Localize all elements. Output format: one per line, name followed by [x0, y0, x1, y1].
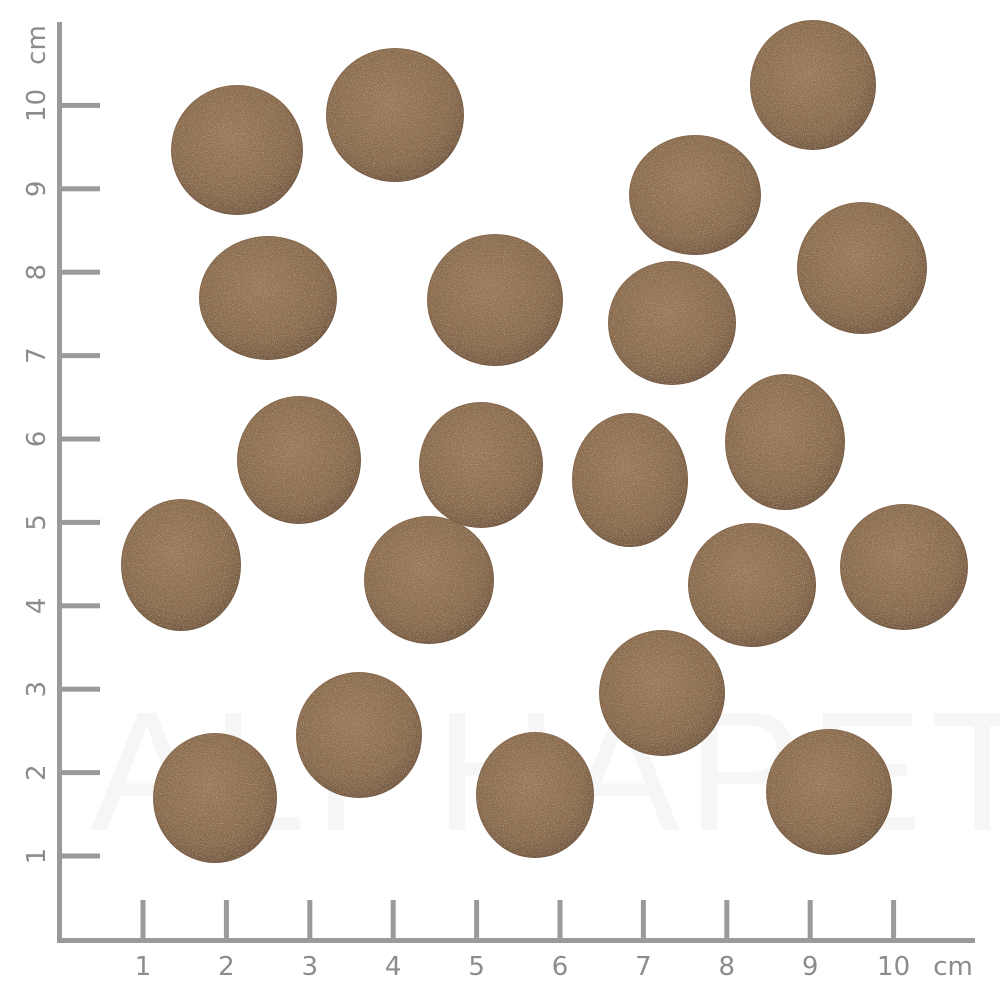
kibble-piece: [419, 402, 543, 528]
x-tick: [891, 900, 897, 940]
y-tick: [60, 186, 100, 192]
horizontal-ruler-line: [57, 938, 975, 943]
x-tick-label: 3: [302, 952, 319, 982]
y-tick: [60, 519, 100, 525]
x-tick: [390, 900, 396, 940]
kibble-piece: [750, 20, 876, 150]
y-tick: [60, 603, 100, 609]
y-tick: [60, 269, 100, 275]
y-tick-label: 2: [22, 764, 52, 781]
x-tick-label: 2: [218, 952, 235, 982]
y-tick-label: 10: [22, 89, 52, 122]
y-tick: [60, 436, 100, 442]
x-tick: [640, 900, 646, 940]
x-unit-label: cm: [933, 952, 973, 982]
y-tick: [60, 853, 100, 859]
kibble-piece: [629, 135, 761, 255]
kibble-piece: [296, 672, 422, 798]
kibble-piece: [427, 234, 563, 366]
x-tick-label: 5: [468, 952, 485, 982]
x-tick-label: 9: [802, 952, 819, 982]
kibble-piece: [688, 523, 816, 647]
y-tick: [60, 353, 100, 359]
y-unit-label: cm: [22, 25, 52, 65]
y-tick-label: 5: [22, 514, 52, 531]
y-tick-label: 6: [22, 431, 52, 448]
y-tick-label: 3: [22, 681, 52, 698]
kibble-piece: [237, 396, 361, 524]
kibble-piece: [121, 499, 241, 631]
kibble-piece: [199, 236, 337, 360]
y-tick: [60, 686, 100, 692]
y-tick-label: 9: [22, 181, 52, 198]
x-tick: [140, 900, 146, 940]
x-tick: [307, 900, 313, 940]
kibble-piece: [608, 261, 736, 385]
kibble-piece: [153, 733, 277, 863]
kibble-piece: [599, 630, 725, 756]
y-tick: [60, 770, 100, 776]
kibble-piece: [797, 202, 927, 334]
kibble-piece: [766, 729, 892, 855]
kibble-piece: [476, 732, 594, 858]
x-tick-label: 7: [635, 952, 652, 982]
x-tick: [557, 900, 563, 940]
kibble-piece: [171, 85, 303, 215]
ruler: 1 2 3 4 5 6 7 8 9 10 1 2 3 4 5 6 7 8 9 10 cm cm: [22, 22, 975, 982]
y-tick-label: 4: [22, 598, 52, 615]
kibble-piece: [725, 374, 845, 510]
x-tick: [807, 900, 813, 940]
x-tick: [223, 900, 229, 940]
x-tick-label: 8: [719, 952, 736, 982]
kibble-piece: [326, 48, 464, 182]
kibble-group: [121, 20, 968, 863]
x-tick: [724, 900, 730, 940]
x-tick-label: 1: [135, 952, 152, 982]
kibble-piece: [840, 504, 968, 630]
y-tick-label: 1: [22, 848, 52, 865]
y-tick-label: 8: [22, 264, 52, 281]
y-tick-label: 7: [22, 347, 52, 364]
vertical-ruler-line: [57, 22, 62, 943]
x-tick: [474, 900, 480, 940]
x-tick-label: 6: [552, 952, 569, 982]
kibble-piece: [364, 516, 494, 644]
kibble-piece: [572, 413, 688, 547]
x-tick-label: 4: [385, 952, 402, 982]
y-tick: [60, 102, 100, 108]
x-tick-label: 10: [877, 952, 910, 982]
